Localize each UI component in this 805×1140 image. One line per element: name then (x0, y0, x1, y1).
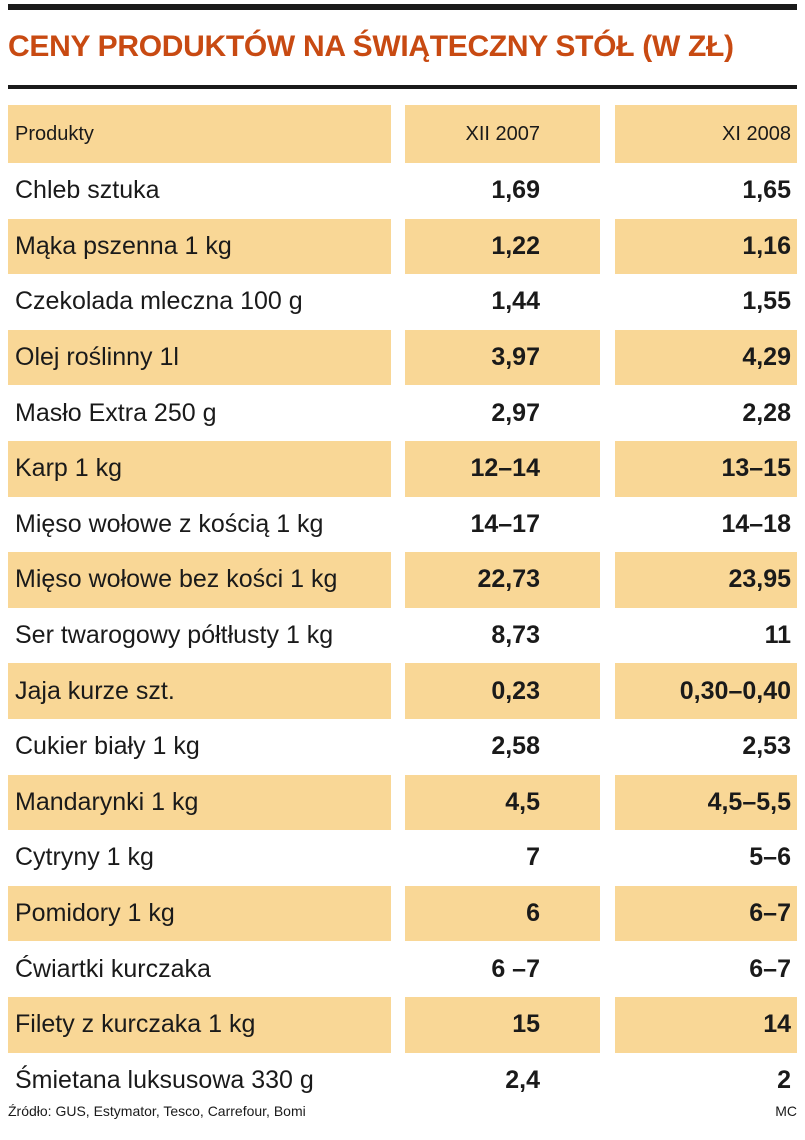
table-row: Karp 1 kg 12–14 13–15 (0, 440, 805, 497)
price-xi-2008-cell: 6–7 (615, 885, 797, 942)
price-xi-2008-cell: 23,95 (615, 552, 797, 608)
price-xii-2007-cell: 6 (405, 885, 600, 942)
product-name-cell: Mąka pszenna 1 kg (8, 218, 391, 275)
product-name-cell: Masło Extra 250 g (15, 398, 217, 427)
product-name-cell: Olej roślinny 1l (8, 329, 391, 386)
product-name-cell: Ćwiartki kurczaka (15, 954, 211, 983)
table-row: Filety z kurczaka 1 kg 15 14 (0, 996, 805, 1053)
product-name-cell: Czekolada mleczna 100 g (15, 287, 303, 316)
price-xii-2007-cell: 15 (405, 996, 600, 1053)
table-row: Mięso wołowe z kością 1 kg 14–17 14–18 (0, 497, 805, 553)
table-row: Mąka pszenna 1 kg 1,22 1,16 (0, 218, 805, 275)
product-name-cell: Filety z kurczaka 1 kg (8, 996, 391, 1053)
product-name-cell: Pomidory 1 kg (8, 885, 391, 942)
table-row: Pomidory 1 kg 6 6–7 (0, 885, 805, 942)
price-xii-2007-cell: 3,97 (405, 329, 600, 386)
product-name-cell: Cukier biały 1 kg (15, 732, 200, 761)
product-name-cell: Ser twarogowy półtłusty 1 kg (15, 621, 334, 650)
price-xi-2008-cell: 2 (777, 1065, 791, 1094)
table-row: Chleb sztuka 1,69 1,65 (0, 163, 805, 219)
product-name-cell: Cytryny 1 kg (15, 843, 154, 872)
table-row: Jaja kurze szt. 0,23 0,30–0,40 (0, 663, 805, 719)
price-xii-2007-cell: 22,73 (405, 552, 600, 608)
price-xii-2007-cell: 7 (526, 843, 540, 872)
table-row: Mięso wołowe bez kości 1 kg 22,73 23,95 (0, 552, 805, 608)
header-cell-xii-2007: XII 2007 (405, 105, 600, 163)
table-row: Mandarynki 1 kg 4,5 4,5–5,5 (0, 774, 805, 831)
source-note: Źródło: GUS, Estymator, Tesco, Carrefour… (8, 1103, 306, 1119)
price-xii-2007-cell: 1,69 (491, 176, 540, 205)
product-name-cell: Śmietana luksusowa 330 g (15, 1065, 314, 1094)
chart-title: CENY PRODUKTÓW NA ŚWIĄTECZNY STÓŁ (W ZŁ) (8, 30, 734, 63)
footer: Źródło: GUS, Estymator, Tesco, Carrefour… (8, 1103, 797, 1125)
price-xi-2008-cell: 1,16 (615, 218, 797, 275)
table-row: Ćwiartki kurczaka 6 –7 6–7 (0, 941, 805, 997)
price-xii-2007-cell: 2,4 (505, 1065, 540, 1094)
price-xii-2007-cell: 6 –7 (491, 954, 540, 983)
table-row: Ser twarogowy półtłusty 1 kg 8,73 11 (0, 608, 805, 664)
price-xii-2007-cell: 2,97 (491, 398, 540, 427)
price-table: Produkty XII 2007 XI 2008 Chleb sztuka 1,… (0, 105, 805, 1108)
table-row: Olej roślinny 1l 3,97 4,29 (0, 329, 805, 386)
table-row: Czekolada mleczna 100 g 1,44 1,55 (0, 274, 805, 330)
product-name-cell: Karp 1 kg (8, 440, 391, 497)
price-xii-2007-cell: 4,5 (405, 774, 600, 831)
table-row: Masło Extra 250 g 2,97 2,28 (0, 385, 805, 441)
product-name-cell: Chleb sztuka (15, 176, 160, 205)
price-xi-2008-cell: 1,65 (742, 176, 791, 205)
table-header-row: Produkty XII 2007 XI 2008 (0, 105, 805, 163)
top-rule (8, 4, 797, 10)
price-xi-2008-cell: 14 (615, 996, 797, 1053)
header-cell-product: Produkty (8, 105, 391, 163)
product-name-cell: Mięso wołowe z kością 1 kg (15, 509, 324, 538)
price-xi-2008-cell: 0,30–0,40 (615, 663, 797, 719)
header-cell-xi-2008: XI 2008 (615, 105, 797, 163)
product-name-cell: Mięso wołowe bez kości 1 kg (8, 552, 391, 608)
price-xi-2008-cell: 5–6 (749, 843, 791, 872)
price-xii-2007-cell: 8,73 (491, 621, 540, 650)
price-xi-2008-cell: 2,53 (742, 732, 791, 761)
price-xi-2008-cell: 6–7 (749, 954, 791, 983)
price-xii-2007-cell: 2,58 (491, 732, 540, 761)
title-rule (8, 85, 797, 89)
price-xii-2007-cell: 1,22 (405, 218, 600, 275)
product-name-cell: Jaja kurze szt. (8, 663, 391, 719)
price-xi-2008-cell: 4,29 (615, 329, 797, 386)
price-xi-2008-cell: 2,28 (742, 398, 791, 427)
table-row: Cukier biały 1 kg 2,58 2,53 (0, 719, 805, 775)
price-xi-2008-cell: 14–18 (721, 509, 791, 538)
price-xi-2008-cell: 1,55 (742, 287, 791, 316)
credit: MC (775, 1103, 797, 1119)
price-xii-2007-cell: 1,44 (491, 287, 540, 316)
price-xii-2007-cell: 14–17 (470, 509, 540, 538)
table-row: Śmietana luksusowa 330 g 2,4 2 (0, 1053, 805, 1109)
price-xi-2008-cell: 13–15 (615, 440, 797, 497)
price-xii-2007-cell: 12–14 (405, 440, 600, 497)
price-xii-2007-cell: 0,23 (405, 663, 600, 719)
product-name-cell: Mandarynki 1 kg (8, 774, 391, 831)
price-xi-2008-cell: 4,5–5,5 (615, 774, 797, 831)
price-xi-2008-cell: 11 (764, 621, 791, 650)
table-row: Cytryny 1 kg 7 5–6 (0, 830, 805, 886)
